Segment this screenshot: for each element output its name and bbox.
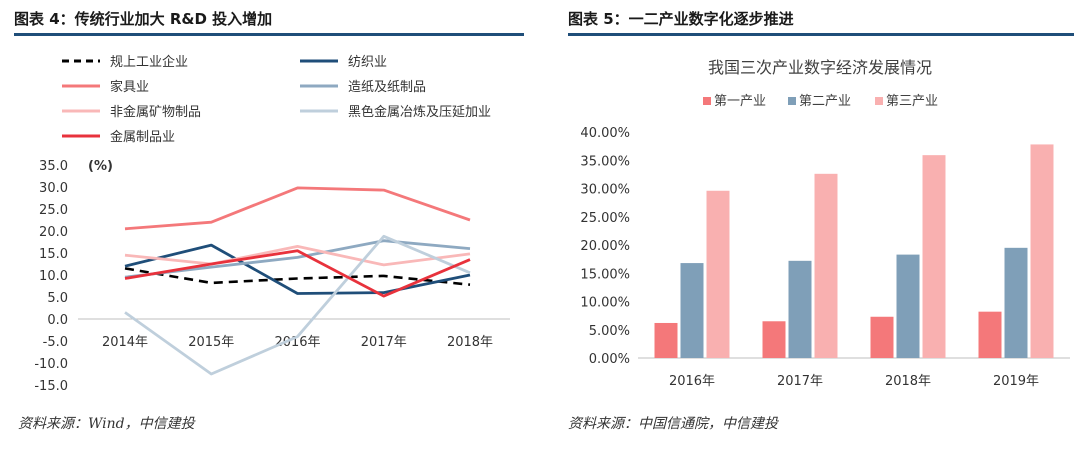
y-tick-label: 20.0 — [39, 225, 68, 240]
bar-1-1 — [654, 322, 678, 358]
bar-3-2 — [814, 173, 838, 358]
legend-label: 非金属矿物制品 — [110, 104, 201, 120]
title-rule — [568, 33, 1074, 36]
legend-label: 造纸及纸制品 — [348, 80, 426, 95]
series-line-3 — [124, 186, 471, 231]
y-tick-label: 10.00% — [580, 296, 630, 311]
bar-1-4 — [978, 311, 1002, 358]
y-tick-label: 20.00% — [580, 239, 630, 254]
x-tick-label: 2018年 — [885, 374, 931, 389]
y-tick-label: -10.0 — [34, 357, 68, 372]
chart-title: 我国三次产业数字经济发展情况 — [708, 58, 932, 77]
legend-swatch — [788, 97, 796, 105]
series-line-6 — [124, 234, 471, 376]
bar-1-3 — [870, 316, 894, 358]
series-line-4 — [124, 239, 471, 279]
x-tick-label: 2015年 — [188, 335, 234, 350]
y-tick-label: 30.0 — [39, 181, 68, 196]
source-note: 资料来源：Wind，中信建投 — [18, 416, 195, 432]
y-tick-label: 35.00% — [580, 154, 630, 169]
title-rule — [14, 33, 524, 36]
bar-3-1 — [706, 190, 730, 358]
series-line-7 — [124, 249, 471, 298]
chart-legend: 第一产业 第二产业 第三产业 — [703, 94, 938, 109]
chart-bars — [654, 144, 1054, 358]
y-tick-label: 5.00% — [589, 324, 630, 339]
bar-2-2 — [788, 260, 812, 358]
y-tick-label: 15.0 — [39, 247, 68, 262]
bar-2-4 — [1004, 247, 1028, 358]
y-tick-label: 25.00% — [580, 211, 630, 226]
series-line-5 — [124, 244, 471, 267]
unit-label: (%) — [88, 159, 113, 174]
legend-swatch — [875, 97, 883, 105]
x-tick-label: 2016年 — [669, 374, 715, 389]
bar-2-1 — [680, 263, 704, 358]
legend-label: 纺织业 — [348, 55, 387, 70]
series-line-1 — [124, 267, 471, 286]
bar-chart: 我国三次产业数字经济发展情况 第一产业 第二产业 第三产业 40.00% 35.00%… — [580, 58, 1070, 389]
x-tick-label: 2016年 — [274, 335, 320, 350]
figure-5: 图表 5：一二产业数字化逐步推进 我国三次产业数字经济发展情况 第一产业 第二产业… — [560, 0, 1080, 450]
legend-label: 第三产业 — [886, 94, 938, 109]
chart-axes: 35.0 30.0 25.0 20.0 15.0 10.0 5.0 0.0 -5.0 -10.0 -… — [34, 159, 510, 394]
y-tick-label: 40.00% — [580, 126, 630, 141]
bar-1-2 — [762, 321, 786, 358]
series-line-2 — [124, 243, 471, 295]
x-tick-label: 2017年 — [361, 335, 407, 350]
chart-series — [124, 186, 471, 376]
y-tick-label: 0.0 — [47, 313, 68, 328]
legend-label: 黑色金属冶炼及压延加业 — [348, 104, 491, 120]
y-tick-label: 0.00% — [589, 352, 630, 367]
y-tick-label: 25.0 — [39, 203, 68, 218]
figure-title: 图表 4：传统行业加大 R&D 投入增加 — [14, 10, 273, 28]
bar-3-3 — [922, 155, 946, 358]
chart-axes: 40.00% 35.00% 30.00% 25.00% 20.00% 15.00% 10.0… — [580, 126, 1070, 389]
x-tick-label: 2018年 — [447, 335, 493, 350]
legend-label: 第二产业 — [799, 94, 851, 109]
y-tick-label: 10.0 — [39, 269, 68, 284]
legend-label: 规上工业企业 — [110, 54, 188, 70]
legend-swatch — [703, 97, 711, 105]
y-tick-label: 35.0 — [39, 159, 68, 174]
legend-label: 第一产业 — [714, 94, 766, 109]
source-note: 资料来源：中国信通院，中信建投 — [568, 416, 778, 432]
figure-4: 图表 4：传统行业加大 R&D 投入增加 规上工业企业 纺织业家具业 造纸及纸制品非… — [14, 10, 524, 432]
x-tick-label: 2017年 — [777, 374, 823, 389]
bar-3-4 — [1030, 144, 1054, 358]
y-tick-label: 15.00% — [580, 267, 630, 282]
bar-2-3 — [896, 254, 920, 358]
legend-label: 金属制品业 — [110, 129, 175, 145]
y-tick-label: -15.0 — [34, 379, 68, 394]
y-tick-label: -5.0 — [43, 335, 68, 350]
legend-label: 家具业 — [110, 79, 149, 95]
y-tick-label: 5.0 — [47, 291, 68, 306]
chart-title-group: 我国三次产业数字经济发展情况 — [708, 58, 932, 77]
figure-title: 图表 5：一二产业数字化逐步推进 — [568, 10, 794, 28]
y-tick-label: 30.00% — [580, 183, 630, 198]
x-tick-label: 2019年 — [993, 374, 1039, 389]
x-tick-label: 2014年 — [102, 335, 148, 350]
